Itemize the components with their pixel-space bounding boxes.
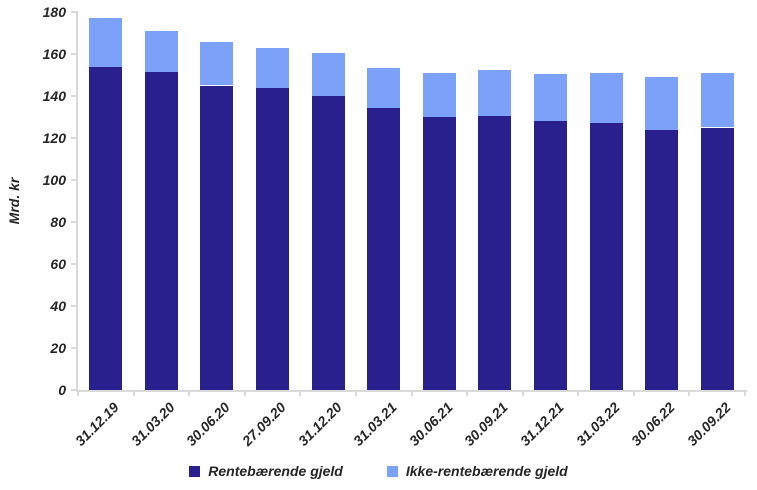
y-tick-mark bbox=[71, 137, 76, 139]
legend-swatch bbox=[189, 465, 201, 477]
bar-segment bbox=[700, 127, 734, 390]
bar-segment bbox=[256, 47, 290, 88]
bar-segment bbox=[422, 72, 456, 117]
bar-segment bbox=[367, 67, 401, 108]
x-tick-mark bbox=[243, 392, 246, 396]
legend-label: Rentebærende gjeld bbox=[208, 463, 343, 479]
y-axis-line bbox=[76, 11, 78, 392]
x-tick-label: 30.06.21 bbox=[405, 399, 456, 449]
bar-segment bbox=[589, 123, 623, 390]
x-tick-mark bbox=[577, 392, 580, 396]
x-tick-label: 31.12.20 bbox=[294, 399, 345, 449]
x-tick-mark bbox=[632, 392, 635, 396]
y-tick-label: 140 bbox=[42, 88, 66, 104]
legend-swatch bbox=[386, 465, 398, 477]
bar-segment bbox=[200, 42, 234, 86]
x-tick-mark bbox=[521, 392, 524, 396]
x-tick-mark bbox=[188, 392, 191, 396]
y-tick-label: 0 bbox=[58, 382, 66, 398]
y-tick-mark bbox=[71, 221, 76, 223]
bar-segment bbox=[311, 96, 345, 390]
x-tick-label: 31.03.21 bbox=[350, 399, 401, 449]
x-tick-mark bbox=[688, 392, 691, 396]
x-tick-label: 31.12.19 bbox=[72, 399, 123, 449]
bar-segment bbox=[311, 52, 345, 96]
y-tick-label: 80 bbox=[50, 214, 66, 230]
x-tick-mark bbox=[410, 392, 413, 396]
bar-segment bbox=[200, 85, 234, 390]
y-tick-mark bbox=[71, 95, 76, 97]
bar-segment bbox=[256, 87, 290, 390]
x-tick-label: 31.03.22 bbox=[572, 399, 623, 449]
y-tick-mark bbox=[71, 11, 76, 13]
bar-segment bbox=[478, 69, 512, 116]
x-tick-mark bbox=[77, 392, 79, 396]
x-tick-label: 30.06.20 bbox=[183, 399, 234, 449]
x-axis-line bbox=[76, 390, 747, 392]
y-tick-label: 40 bbox=[50, 298, 66, 314]
y-tick-label: 120 bbox=[42, 130, 66, 146]
y-tick-mark bbox=[71, 389, 76, 391]
y-tick-mark bbox=[71, 53, 76, 55]
bar-segment bbox=[422, 117, 456, 390]
bar-segment bbox=[533, 73, 567, 122]
x-tick-mark bbox=[466, 392, 469, 396]
bar-segment bbox=[89, 66, 123, 390]
x-tick-label: 27.09.20 bbox=[239, 399, 289, 449]
x-tick-mark bbox=[132, 392, 135, 396]
bar-segment bbox=[367, 107, 401, 390]
bar-segment bbox=[478, 115, 512, 390]
x-tick-mark bbox=[299, 392, 302, 396]
bar-segment bbox=[700, 72, 734, 128]
x-tick-label: 30.09.21 bbox=[461, 399, 512, 449]
bar-segment bbox=[645, 77, 679, 130]
bar-segment bbox=[645, 129, 679, 390]
legend-item: Rentebærende gjeld bbox=[189, 463, 343, 479]
y-tick-mark bbox=[71, 347, 76, 349]
bar-segment bbox=[89, 18, 123, 67]
y-tick-label: 20 bbox=[50, 340, 66, 356]
y-tick-label: 60 bbox=[50, 256, 66, 272]
legend: Rentebærende gjeld Ikke-rentebærende gjel… bbox=[0, 463, 757, 479]
y-tick-mark bbox=[71, 305, 76, 307]
bar-segment bbox=[144, 71, 178, 390]
x-tick-label: 30.09.22 bbox=[683, 399, 734, 449]
bar-segment bbox=[589, 72, 623, 124]
bar-segment bbox=[533, 121, 567, 390]
y-tick-label: 180 bbox=[42, 4, 66, 20]
y-tick-label: 160 bbox=[42, 46, 66, 62]
y-tick-mark bbox=[71, 263, 76, 265]
legend-label: Ikke-rentebærende gjeld bbox=[405, 463, 568, 479]
legend-item: Ikke-rentebærende gjeld bbox=[386, 463, 568, 479]
bar-segment bbox=[144, 30, 178, 72]
x-tick-label: 31.12.21 bbox=[516, 399, 567, 449]
x-tick-label: 31.03.20 bbox=[127, 399, 178, 449]
x-tick-mark bbox=[744, 392, 746, 396]
y-tick-mark bbox=[71, 179, 76, 181]
y-tick-label: 100 bbox=[42, 172, 66, 188]
x-tick-label: 30.06.22 bbox=[628, 399, 678, 449]
x-tick-mark bbox=[354, 392, 357, 396]
